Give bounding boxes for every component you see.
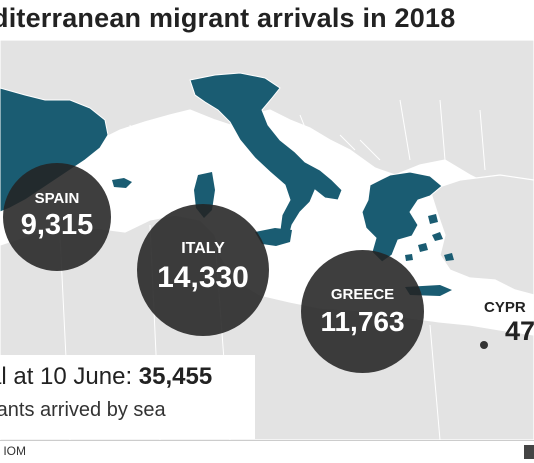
total-line: al at 10 June: 35,455 xyxy=(0,363,212,391)
total-prefix: al at 10 June: xyxy=(0,363,139,390)
greece-label: GREECE xyxy=(330,286,395,303)
spain-label: SPAIN xyxy=(34,190,80,207)
italy-label: ITALY xyxy=(181,240,225,257)
spain-bubble: SPAIN 9,315 xyxy=(3,163,111,271)
cyprus-label: CYPR xyxy=(484,299,526,316)
cyprus-value: 47 xyxy=(505,316,534,346)
greece-value: 11,763 xyxy=(320,306,405,337)
spain-value: 9,315 xyxy=(20,209,94,241)
aegean-islands xyxy=(405,214,454,261)
bbc-logo-icon xyxy=(524,445,534,459)
italy-value: 14,330 xyxy=(157,261,249,294)
footer: e: IOM xyxy=(0,440,534,463)
map-title: diterranean migrant arrivals in 2018 xyxy=(0,0,534,40)
italy-bubble: ITALY 14,330 xyxy=(137,204,269,336)
balearic-islands xyxy=(112,178,132,188)
cyprus-marker xyxy=(480,341,488,349)
title-text: diterranean migrant arrivals in 2018 xyxy=(0,3,456,33)
italy-shape xyxy=(189,72,343,242)
sicily-shape xyxy=(255,228,292,246)
source-text: e: IOM xyxy=(0,444,27,458)
total-subtitle: rants arrived by sea xyxy=(0,399,166,421)
total-panel: al at 10 June: 35,455 rants arrived by s… xyxy=(0,355,255,439)
greece-bubble: GREECE 11,763 xyxy=(301,250,424,373)
turkey-land xyxy=(429,174,534,296)
total-value: 35,455 xyxy=(138,363,213,390)
greece-shape xyxy=(361,171,443,263)
